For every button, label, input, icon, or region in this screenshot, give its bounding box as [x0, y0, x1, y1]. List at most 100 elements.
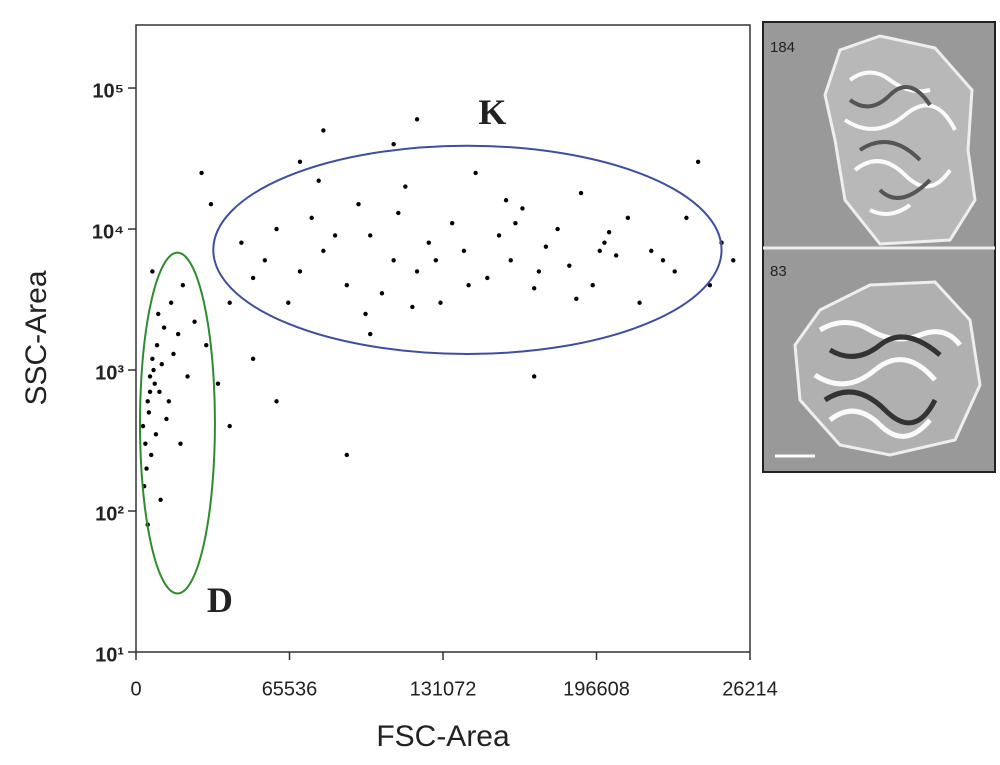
point: [508, 258, 513, 263]
point: [503, 198, 509, 203]
point: [250, 275, 256, 281]
gate-label: K: [478, 92, 506, 132]
point: [578, 190, 584, 196]
point: [496, 233, 502, 238]
x-tick-label: 196608: [563, 678, 630, 700]
y-axis-label: SSC-Area: [20, 270, 53, 405]
point: [286, 300, 291, 305]
point: [175, 331, 181, 337]
x-tick-label: 65536: [262, 678, 318, 700]
point: [410, 304, 415, 310]
point: [536, 269, 542, 274]
point: [513, 220, 518, 226]
point: [543, 244, 549, 249]
point: [297, 159, 303, 164]
y-tick-label: 10⁵: [92, 80, 124, 102]
point: [140, 423, 146, 429]
point: [151, 367, 156, 373]
gate-label: D: [207, 580, 233, 620]
y-tick-label: 10⁴: [92, 221, 124, 243]
point: [168, 300, 174, 305]
point: [485, 275, 490, 281]
y-tick-label: 10¹: [95, 644, 124, 666]
point: [146, 410, 152, 415]
point: [426, 240, 431, 245]
plot-frame: [135, 24, 751, 653]
point: [147, 374, 153, 379]
point: [461, 248, 467, 254]
point: [520, 206, 525, 211]
point: [403, 184, 408, 189]
point: [660, 258, 666, 263]
point: [158, 497, 163, 503]
image-label: 184: [770, 39, 795, 56]
point: [321, 128, 326, 133]
point: [159, 361, 164, 367]
point: [368, 233, 373, 238]
point: [613, 253, 619, 258]
point: [152, 381, 157, 386]
point: [414, 117, 420, 122]
point: [161, 325, 167, 330]
point: [567, 263, 572, 268]
point: [309, 215, 314, 221]
point: [150, 356, 155, 362]
point: [144, 466, 149, 471]
point: [414, 269, 420, 274]
point: [215, 381, 221, 386]
point: [166, 399, 171, 404]
x-tick-label: 26214: [722, 678, 778, 700]
point: [649, 248, 654, 254]
x-axis-label: FSC-Area: [376, 720, 510, 753]
point: [590, 282, 595, 288]
point: [164, 416, 169, 422]
point: [672, 269, 677, 274]
point: [185, 374, 190, 379]
point: [154, 342, 160, 348]
y-tick-label: 10²: [95, 503, 124, 525]
point: [180, 282, 186, 288]
point: [227, 423, 232, 429]
point: [239, 240, 244, 245]
point: [157, 389, 162, 395]
point: [316, 178, 321, 183]
point: [344, 452, 350, 458]
point: [433, 258, 439, 263]
point: [695, 159, 701, 164]
point: [396, 210, 401, 216]
point: [143, 441, 148, 446]
point: [531, 374, 537, 379]
point: [684, 215, 689, 221]
point: [156, 311, 161, 317]
y-tick-label: 10³: [95, 362, 124, 384]
point: [332, 233, 338, 238]
point: [363, 311, 368, 317]
point: [178, 441, 183, 446]
point: [153, 432, 159, 437]
point: [356, 202, 361, 207]
point: [297, 269, 303, 274]
point: [150, 269, 155, 274]
gate: [212, 144, 723, 355]
point: [149, 452, 154, 458]
point: [204, 342, 209, 348]
point: [171, 351, 176, 357]
x-tick-label: 131072: [410, 678, 477, 700]
point: [379, 291, 385, 296]
point: [574, 296, 579, 302]
image-panel: 184 83: [762, 21, 996, 473]
point: [391, 258, 396, 263]
point: [473, 170, 478, 176]
point: [602, 240, 607, 245]
point: [208, 202, 214, 207]
point: [321, 248, 326, 254]
point: [227, 300, 232, 305]
x-tick-label: 0: [130, 678, 141, 700]
point: [531, 286, 537, 291]
point: [368, 331, 373, 337]
point: [555, 226, 560, 232]
point: [192, 319, 197, 324]
point: [391, 141, 396, 147]
point: [450, 220, 455, 226]
